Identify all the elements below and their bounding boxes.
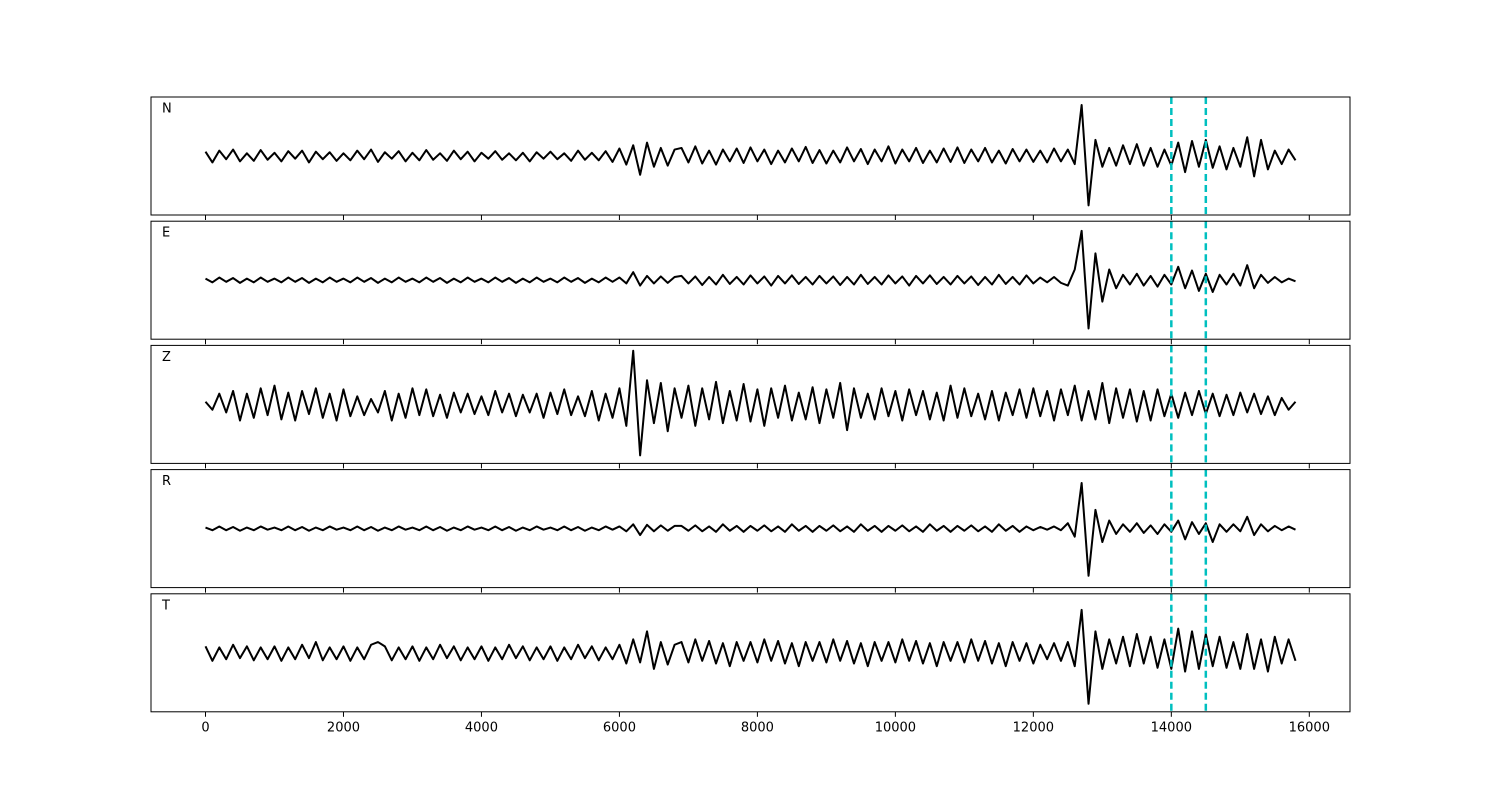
x-tick-label: 10000 (875, 720, 916, 735)
x-tick-label: 0 (201, 720, 209, 735)
x-tick-label: 6000 (603, 720, 636, 735)
x-tick-label: 12000 (1013, 720, 1054, 735)
trace (204, 104, 1297, 207)
panel-label: R (162, 474, 171, 489)
x-tick-label: 8000 (741, 720, 774, 735)
x-tick-label: 4000 (465, 720, 498, 735)
panel-frame (150, 469, 1351, 589)
x-tick-label: 16000 (1289, 720, 1330, 735)
x-tick-label: 2000 (327, 720, 360, 735)
trace (204, 349, 1297, 457)
panel-frame (150, 96, 1351, 216)
panel-label: N (162, 102, 172, 117)
panel-label: Z (162, 350, 171, 365)
panel-frame (150, 220, 1351, 340)
panel-label: E (162, 226, 170, 241)
x-tick-label: 14000 (1151, 720, 1192, 735)
panel-frame (150, 344, 1351, 464)
panel-frame (150, 593, 1351, 713)
trace (204, 608, 1297, 705)
panel-label: T (161, 598, 170, 613)
trace (205, 482, 1296, 577)
trace (205, 229, 1296, 330)
